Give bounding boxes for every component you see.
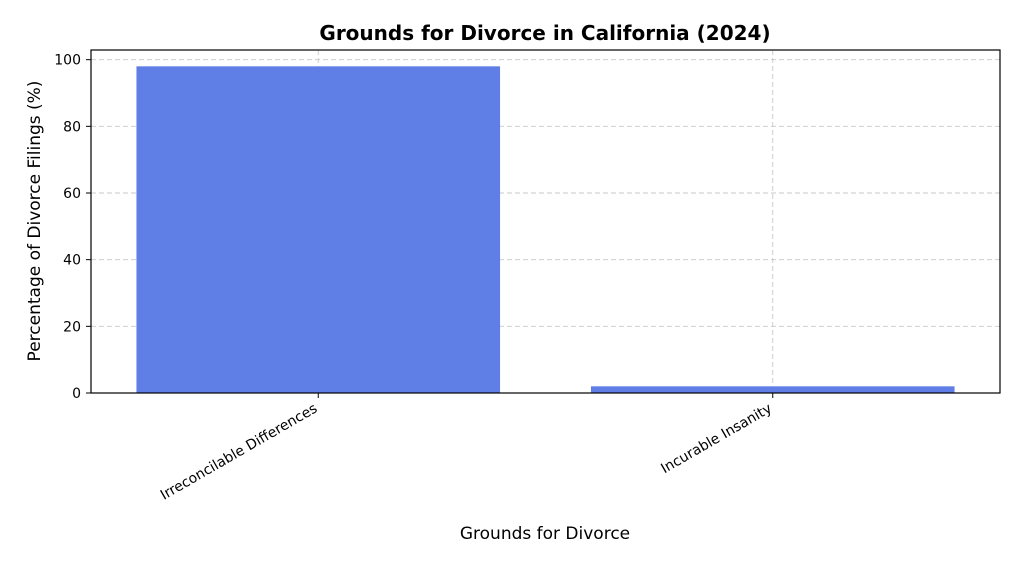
y-tick-label: 40 xyxy=(63,253,81,269)
y-tick-label: 100 xyxy=(54,53,81,69)
bar xyxy=(590,386,955,393)
x-tick-label: Incurable Insanity xyxy=(658,401,774,477)
y-tick-label: 60 xyxy=(63,186,81,202)
y-tick-label: 20 xyxy=(63,319,81,335)
bar xyxy=(136,66,501,393)
plot-frame xyxy=(90,49,1001,394)
chart-title: Grounds for Divorce in California (2024) xyxy=(319,21,770,45)
y-axis-label: Percentage of Divorce Filings (%) xyxy=(25,81,45,362)
y-tick-label: 0 xyxy=(72,386,81,402)
x-axis-label: Grounds for Divorce xyxy=(460,524,630,544)
y-tick-label: 80 xyxy=(63,119,81,135)
x-tick-label: Irreconcilable Differences xyxy=(158,401,320,504)
